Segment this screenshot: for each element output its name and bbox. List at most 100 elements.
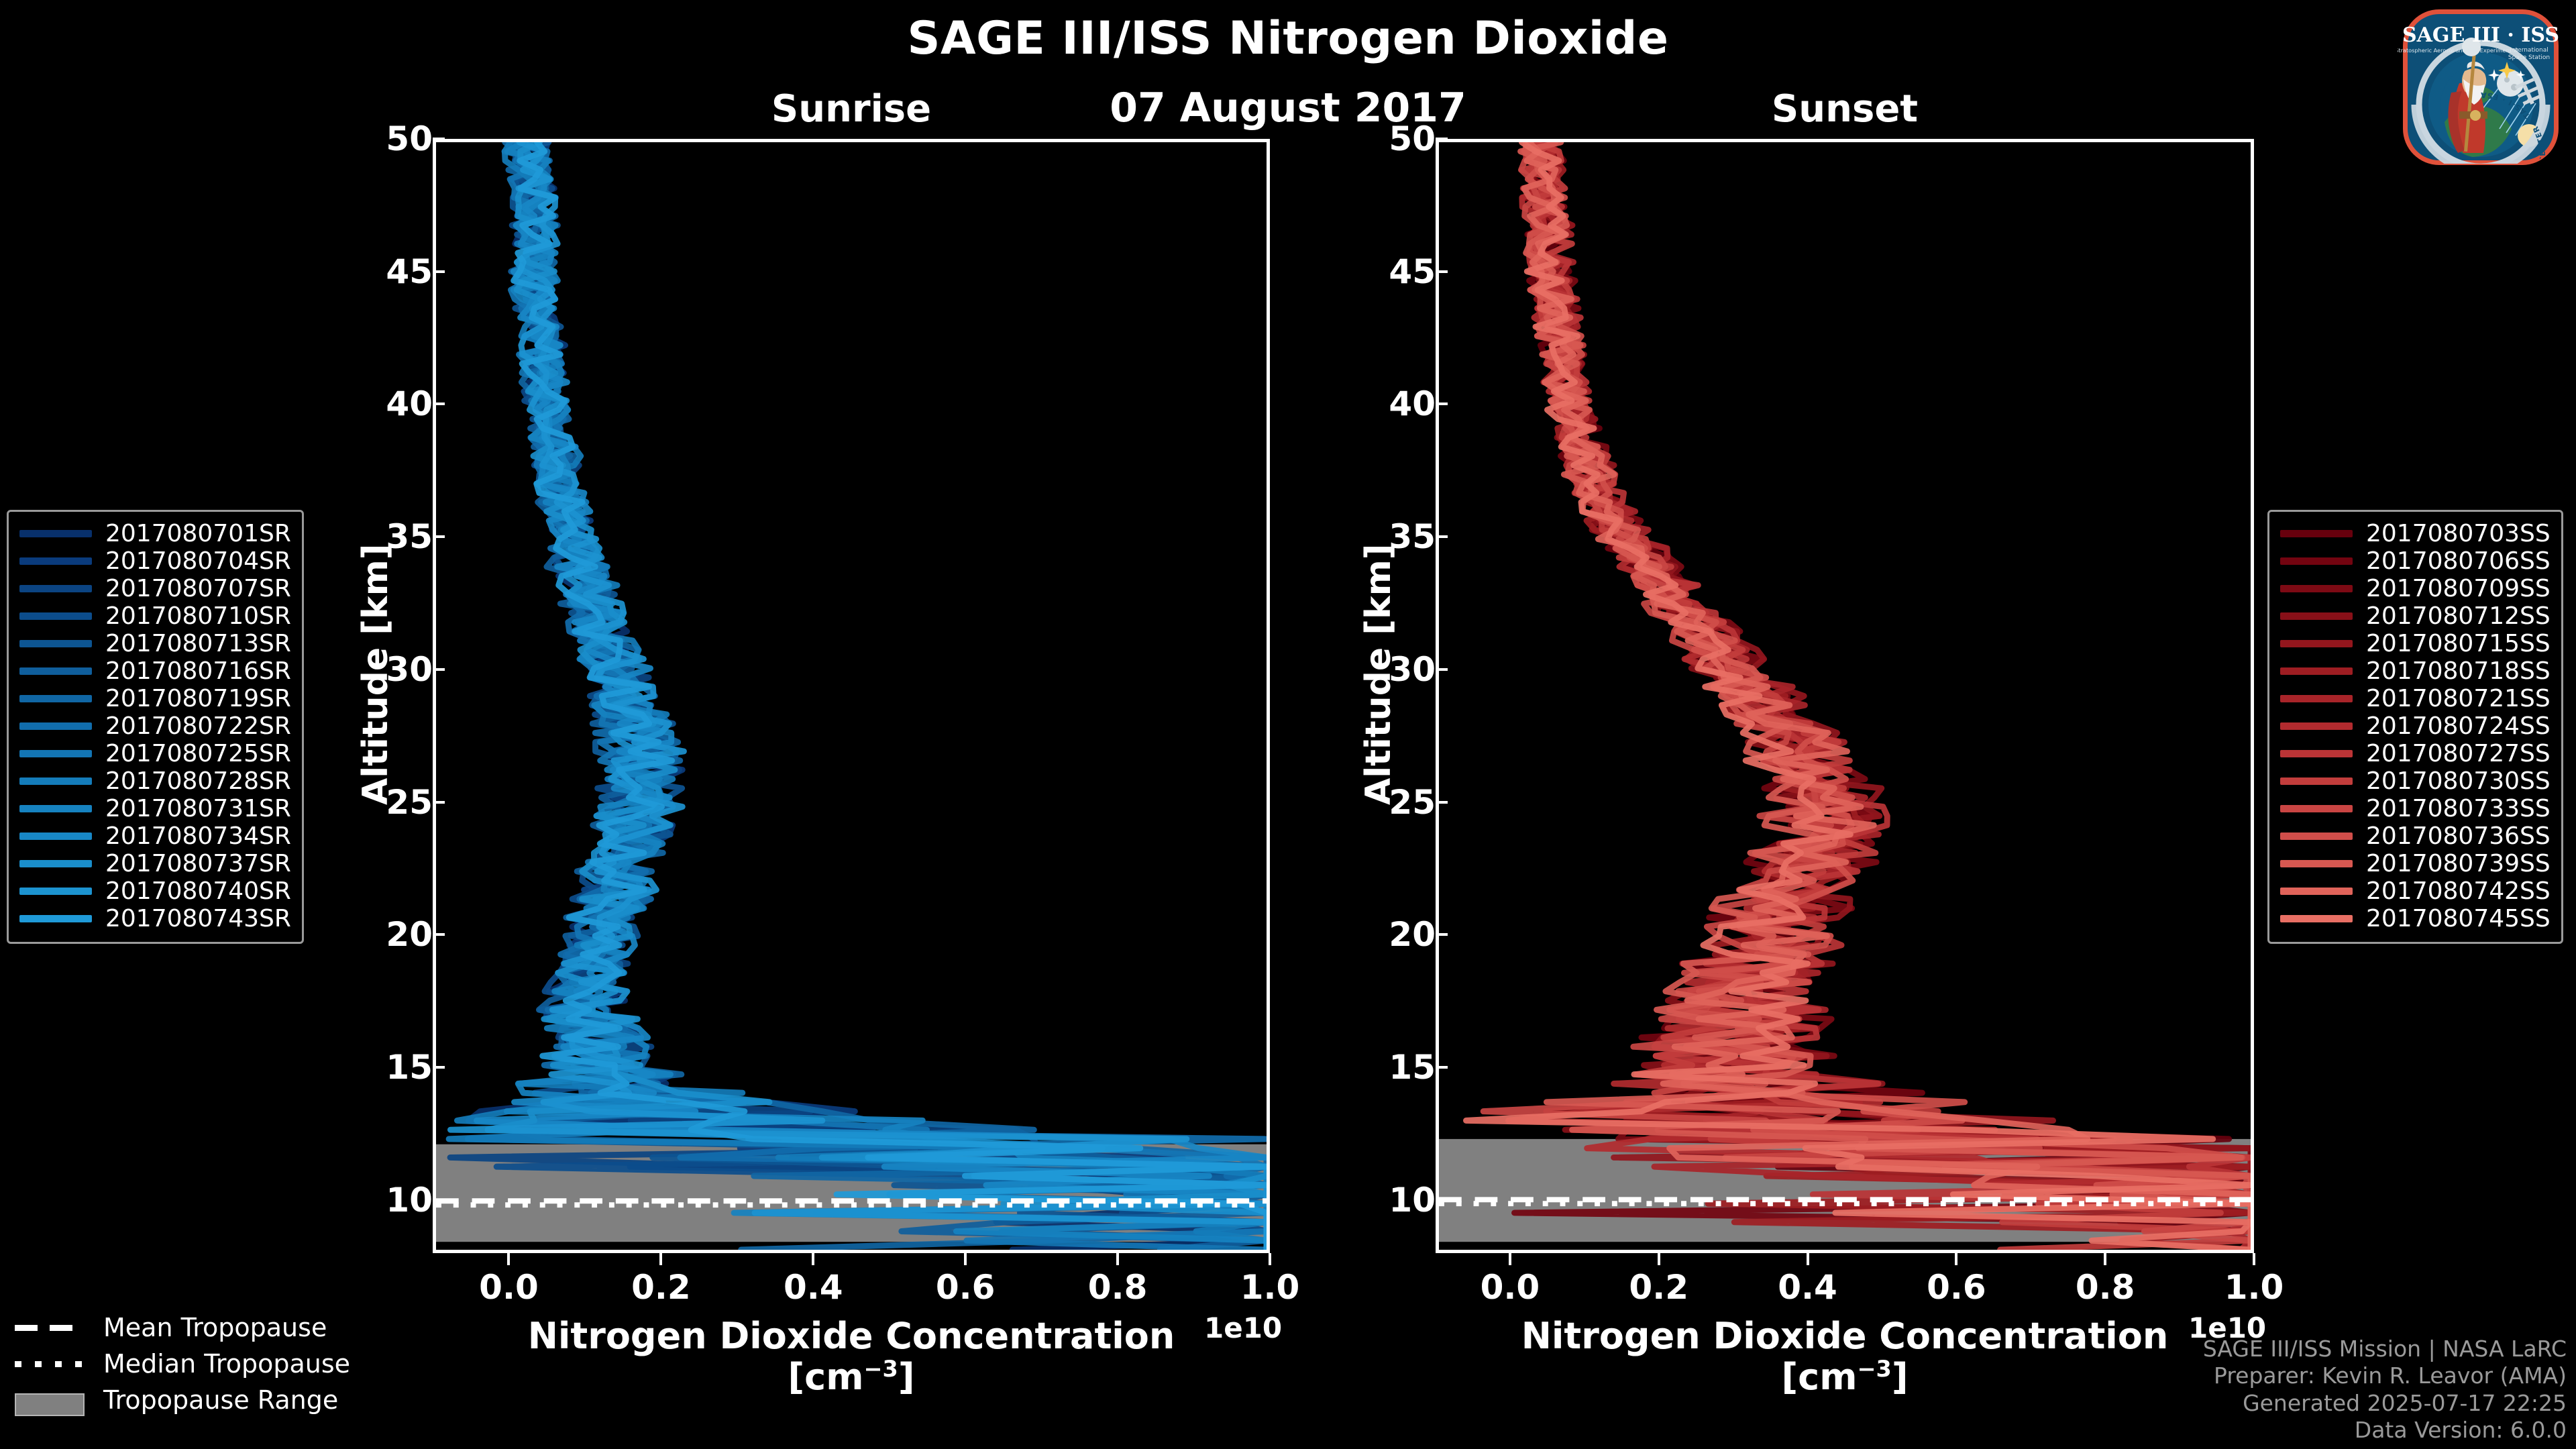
legend-item[interactable]: 2017080703SS bbox=[2280, 520, 2551, 547]
legend-item-label: 2017080703SS bbox=[2366, 520, 2551, 547]
legend-item-label: 2017080701SR bbox=[105, 520, 291, 547]
legend-item[interactable]: 2017080704SR bbox=[19, 547, 291, 575]
y-tick-mark bbox=[433, 535, 445, 539]
legend-item[interactable]: 2017080718SS bbox=[2280, 657, 2551, 685]
y-tick-mark bbox=[1436, 933, 1448, 936]
y-tick-mark bbox=[433, 402, 445, 406]
x-tick-mark bbox=[1116, 1253, 1120, 1265]
legend-item[interactable]: 2017080712SS bbox=[2280, 602, 2551, 630]
y-tick-mark bbox=[1436, 270, 1448, 273]
legend-color-swatch bbox=[2280, 530, 2353, 537]
legend-item[interactable]: 2017080742SS bbox=[2280, 877, 2551, 905]
logo-subtitle-right-1: International bbox=[2510, 47, 2548, 54]
x-tick-mark bbox=[1955, 1253, 1958, 1265]
credit-mission: SAGE III/ISS Mission | NASA LaRC bbox=[2202, 1336, 2567, 1362]
mean-tropopause-label: Mean Tropopause bbox=[103, 1313, 327, 1342]
median-tropopause-label: Median Tropopause bbox=[103, 1349, 350, 1379]
legend-item[interactable]: 2017080745SS bbox=[2280, 905, 2551, 932]
y-tick-mark bbox=[433, 1066, 445, 1069]
sage-iii-iss-logo: BALL · NASA LANGLEY RESEARCH CENTER · TA… bbox=[2395, 4, 2564, 170]
x-tick-mark bbox=[812, 1253, 815, 1265]
legend-color-swatch bbox=[19, 557, 92, 565]
legend-item[interactable]: 2017080710SR bbox=[19, 602, 291, 630]
legend-item[interactable]: 2017080706SS bbox=[2280, 547, 2551, 575]
legend-item[interactable]: 2017080701SR bbox=[19, 520, 291, 547]
legend-color-swatch bbox=[2280, 833, 2353, 840]
legend-item[interactable]: 2017080719SR bbox=[19, 685, 291, 712]
legend-item[interactable]: 2017080716SR bbox=[19, 657, 291, 685]
y-tick-label: 15 bbox=[1389, 1048, 1436, 1087]
legend-color-swatch bbox=[2280, 750, 2353, 757]
dotted-line-icon bbox=[9, 1356, 89, 1371]
legend-item[interactable]: 2017080709SS bbox=[2280, 575, 2551, 602]
x-tick-label: 1.0 bbox=[2224, 1268, 2284, 1307]
legend-item-label: 2017080722SR bbox=[105, 712, 291, 740]
x-axis-label-line1: Nitrogen Dioxide Concentration bbox=[527, 1315, 1175, 1357]
legend-item[interactable]: 2017080731SR bbox=[19, 795, 291, 822]
y-tick-mark bbox=[1436, 800, 1448, 804]
x-tick-mark bbox=[507, 1253, 511, 1265]
legend-item[interactable]: 2017080722SR bbox=[19, 712, 291, 740]
legend-item-label: 2017080736SS bbox=[2366, 822, 2551, 850]
y-tick-label: 30 bbox=[386, 649, 433, 689]
y-axis-label-sunrise: Altitude [km] bbox=[356, 543, 396, 805]
legend-item[interactable]: 2017080730SS bbox=[2280, 767, 2551, 795]
legend-item[interactable]: 2017080715SS bbox=[2280, 630, 2551, 657]
y-tick-label: 50 bbox=[1389, 119, 1436, 158]
legend-color-swatch bbox=[19, 585, 92, 592]
legend-item[interactable]: 2017080728SR bbox=[19, 767, 291, 795]
legend-item-label: 2017080719SR bbox=[105, 685, 291, 712]
y-tick-label: 25 bbox=[386, 782, 433, 822]
legend-color-swatch bbox=[2280, 612, 2353, 620]
y-tick-mark bbox=[433, 1198, 445, 1201]
legend-item[interactable]: 2017080739SS bbox=[2280, 850, 2551, 877]
legend-item[interactable]: 2017080736SS bbox=[2280, 822, 2551, 850]
y-tick-mark bbox=[433, 800, 445, 804]
legend-color-swatch bbox=[2280, 915, 2353, 922]
legend-item[interactable]: 2017080727SS bbox=[2280, 740, 2551, 767]
plot-panel-sunset[interactable] bbox=[1436, 139, 2254, 1253]
y-tick-label: 35 bbox=[1389, 517, 1436, 557]
y-tick-label: 35 bbox=[386, 517, 433, 557]
legend-item[interactable]: 2017080740SR bbox=[19, 877, 291, 905]
y-tick-label: 15 bbox=[386, 1048, 433, 1087]
legend-item-median-tropopause: Median Tropopause bbox=[9, 1346, 425, 1382]
legend-sunset[interactable]: 2017080703SS 2017080706SS 2017080709SS 2017… bbox=[2267, 510, 2563, 944]
legend-sunrise[interactable]: 2017080701SR 2017080704SR 2017080707SR 2017… bbox=[7, 510, 304, 944]
legend-item-label: 2017080740SR bbox=[105, 877, 291, 905]
legend-item-label: 2017080730SS bbox=[2366, 767, 2551, 795]
legend-item[interactable]: 2017080724SS bbox=[2280, 712, 2551, 740]
legend-item-label: 2017080713SR bbox=[105, 630, 291, 657]
y-tick-label: 40 bbox=[386, 384, 433, 424]
legend-item[interactable]: 2017080733SS bbox=[2280, 795, 2551, 822]
legend-item[interactable]: 2017080707SR bbox=[19, 575, 291, 602]
legend-item[interactable]: 2017080713SR bbox=[19, 630, 291, 657]
legend-item[interactable]: 2017080721SS bbox=[2280, 685, 2551, 712]
legend-color-swatch bbox=[19, 777, 92, 785]
legend-color-swatch bbox=[19, 750, 92, 757]
y-tick-mark bbox=[1436, 1066, 1448, 1069]
legend-item-label: 2017080739SS bbox=[2366, 850, 2551, 877]
legend-item-label: 2017080745SS bbox=[2366, 905, 2551, 932]
legend-color-swatch bbox=[19, 530, 92, 537]
sunset-profile-chart bbox=[1439, 142, 2251, 1250]
plot-panel-sunrise[interactable] bbox=[433, 139, 1270, 1253]
y-tick-label: 30 bbox=[1389, 649, 1436, 689]
legend-color-swatch bbox=[2280, 722, 2353, 730]
logo-title: SAGE III · ISS bbox=[2402, 23, 2559, 47]
legend-item[interactable]: 2017080725SR bbox=[19, 740, 291, 767]
x-axis-sunset: 0.0 0.2 0.4 0.6 0.8 1.0 bbox=[1436, 1253, 2284, 1313]
legend-color-swatch bbox=[2280, 640, 2353, 647]
legend-item-label: 2017080715SS bbox=[2366, 630, 2551, 657]
x-axis-label-line2: [cm−3] bbox=[1781, 1356, 1909, 1399]
credits-block: SAGE III/ISS Mission | NASA LaRC Prepare… bbox=[2203, 1336, 2567, 1444]
filled-band-icon bbox=[9, 1393, 89, 1416]
legend-item[interactable]: 2017080737SR bbox=[19, 850, 291, 877]
legend-item[interactable]: 2017080734SR bbox=[19, 822, 291, 850]
x-tick-label: 0.2 bbox=[631, 1268, 691, 1307]
legend-color-swatch bbox=[19, 722, 92, 730]
legend-item-label: 2017080712SS bbox=[2366, 602, 2551, 630]
x-tick-label: 0.6 bbox=[1927, 1268, 1986, 1307]
y-tick-label: 40 bbox=[1389, 384, 1436, 424]
legend-item[interactable]: 2017080743SR bbox=[19, 905, 291, 932]
